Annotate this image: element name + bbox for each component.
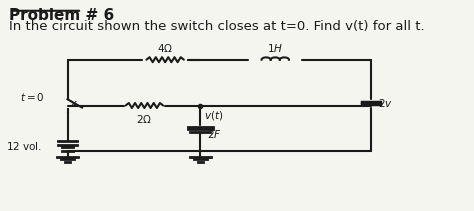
Text: $12$ vol.: $12$ vol. — [6, 140, 42, 152]
Text: $2\Omega$: $2\Omega$ — [137, 113, 152, 125]
Text: $\times$: $\times$ — [68, 99, 78, 110]
Text: In the circuit shown the switch closes at t=0. Find v(t) for all t.: In the circuit shown the switch closes a… — [9, 20, 425, 33]
Text: $t=0$: $t=0$ — [20, 91, 45, 103]
Text: 4$\Omega$: 4$\Omega$ — [157, 42, 173, 54]
Text: $v(t)$: $v(t)$ — [204, 109, 223, 122]
Text: $1H$: $1H$ — [267, 42, 283, 54]
Text: Problem # 6: Problem # 6 — [9, 8, 115, 23]
Text: $2F$: $2F$ — [207, 128, 221, 140]
Text: $2v$: $2v$ — [378, 97, 393, 109]
